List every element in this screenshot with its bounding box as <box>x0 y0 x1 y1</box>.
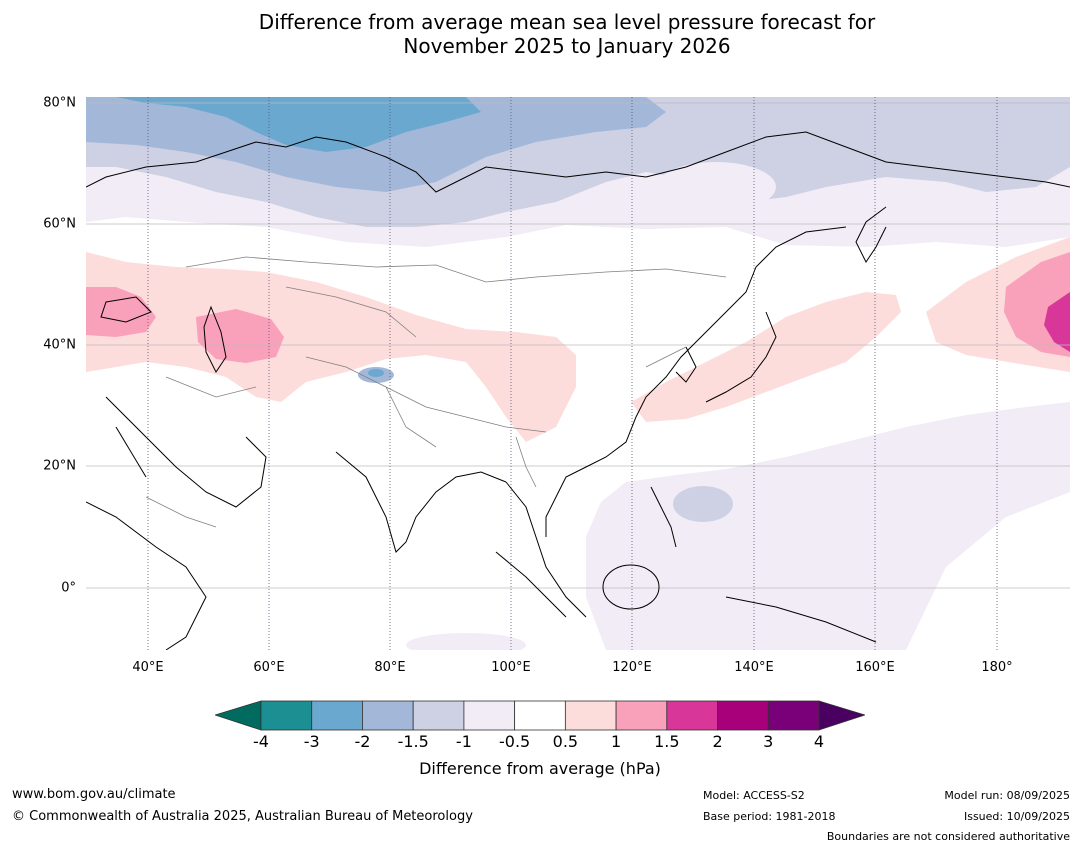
coastlines <box>86 131 1070 650</box>
footer-model-run: Model run: 08/09/2025 <box>944 789 1070 802</box>
colorbar-cell <box>463 700 516 731</box>
lon-label-40e: 40°E <box>132 660 164 675</box>
lat-label-80n: 80°N <box>43 95 76 111</box>
colorbar-cell <box>615 700 668 731</box>
lon-label-60e: 60°E <box>253 660 285 675</box>
lon-label-120e: 120°E <box>612 660 652 675</box>
anomaly-neg-0-5-south-india <box>406 633 526 650</box>
colorbar-tick-label: -3 <box>303 732 320 751</box>
colorbar-tick-label: 0.5 <box>552 732 579 751</box>
anomaly-neg-1-tropical <box>673 486 733 522</box>
colorbar <box>215 700 865 731</box>
colorbar-tick-label: 2 <box>712 732 723 751</box>
colorbar-cell <box>412 700 465 731</box>
anomaly-neg-1-arctic-inner <box>656 162 776 212</box>
colorbar-cell <box>260 700 313 731</box>
anomaly-neg-3-tibet <box>368 369 384 377</box>
lon-label-180: 180° <box>981 660 1013 675</box>
lat-label-0: 0° <box>61 580 76 596</box>
colorbar-cell <box>514 700 566 731</box>
country-borders <box>145 256 727 528</box>
anomaly-neg-1-5-arctic <box>86 97 666 192</box>
title-line-2: November 2025 to January 2026 <box>403 34 731 58</box>
title-line-1: Difference from average mean sea level p… <box>258 10 876 34</box>
anomaly-pos-1-5-east-pacific <box>1044 292 1070 352</box>
colorbar-tick-label: 1 <box>610 732 622 751</box>
footer-website[interactable]: www.bom.gov.au/climate <box>12 787 176 802</box>
chart-title: Difference from average mean sea level p… <box>0 10 1081 58</box>
anomaly-pos-0-5-central-asia <box>86 252 576 442</box>
colorbar-label: Difference from average (hPa) <box>419 759 661 778</box>
map-area <box>86 97 1070 650</box>
colorbar-cell <box>717 700 769 731</box>
latitude-gridlines <box>86 102 1070 589</box>
footer-model: Model: ACCESS-S2 <box>703 789 805 802</box>
colorbar-over-arrow <box>818 700 865 731</box>
lon-label-80e: 80°E <box>374 660 406 675</box>
colorbar-tick-label: -0.5 <box>499 732 531 751</box>
colorbar-under-arrow <box>215 700 262 731</box>
colorbar-cell <box>666 700 718 731</box>
anomaly-neg-2-arctic <box>116 97 481 152</box>
colorbar-tick-label: 3 <box>763 732 774 751</box>
colorbar-tick-label: -4 <box>253 732 269 751</box>
lat-label-20n: 20°N <box>43 458 76 474</box>
colorbar-cell <box>564 700 617 731</box>
footer-disclaimer: Boundaries are not considered authoritat… <box>826 830 1070 843</box>
footer-base-period: Base period: 1981-2018 <box>703 810 836 823</box>
lon-label-140e: 140°E <box>734 660 774 675</box>
colorbar-tick-label: -1.5 <box>397 732 429 751</box>
footer-issued: Issued: 10/09/2025 <box>963 810 1070 823</box>
colorbar-cells <box>260 700 820 731</box>
colorbar-tick-label: -1 <box>455 732 472 751</box>
lon-label-100e: 100°E <box>491 660 531 675</box>
map-svg <box>86 97 1070 650</box>
colorbar-tick-label: 4 <box>813 732 825 751</box>
lat-label-60n: 60°N <box>43 216 76 232</box>
colorbar-cell <box>311 700 363 731</box>
colorbar-tick-label: 1.5 <box>654 732 680 751</box>
colorbar-tick-label: -2 <box>354 732 371 751</box>
anomaly-pos-1-caspian <box>196 309 284 363</box>
colorbar-cell <box>362 700 414 731</box>
colorbar-cell <box>767 700 820 731</box>
lon-label-160e: 160°E <box>855 660 895 675</box>
footer-copyright: © Commonwealth of Australia 2025, Austra… <box>12 809 473 824</box>
lat-label-40n: 40°N <box>43 337 76 353</box>
